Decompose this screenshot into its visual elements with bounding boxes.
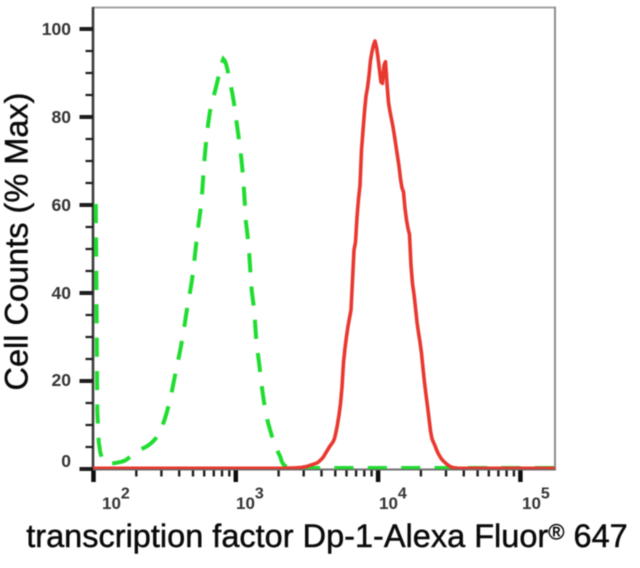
svg-text:60: 60 xyxy=(52,195,72,215)
svg-text:20: 20 xyxy=(52,370,72,390)
svg-text:40: 40 xyxy=(52,283,72,303)
svg-text:80: 80 xyxy=(52,107,72,127)
svg-text:Cell Counts (% Max): Cell Counts (% Max) xyxy=(0,93,35,391)
svg-text:100: 100 xyxy=(42,19,71,39)
svg-text:0: 0 xyxy=(61,451,71,471)
svg-text:transcription factor Dp-1-Alex: transcription factor Dp-1-Alexa Fluor® 6… xyxy=(26,518,627,554)
